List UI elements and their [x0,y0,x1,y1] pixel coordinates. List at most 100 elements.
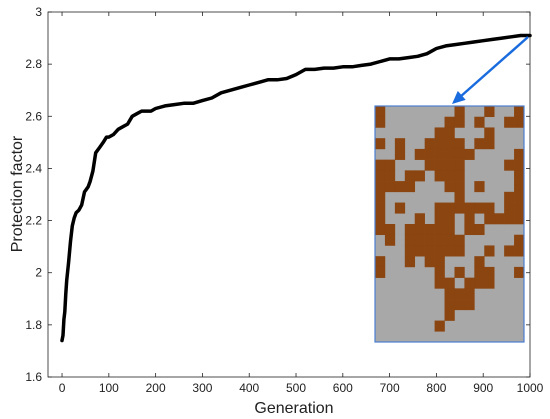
inset-cell [444,202,455,214]
inset-cell [434,127,445,139]
y-tick-label: 2.8 [25,57,42,71]
inset-cell [444,127,455,139]
inset-cell [454,191,465,203]
inset-cell [514,181,525,193]
inset-cell [444,245,455,257]
inset-cell [414,224,425,236]
inset-cell [434,202,445,214]
inset-cell [384,170,396,182]
inset-cell [394,202,406,214]
x-tick-label: 100 [99,381,119,395]
inset-cell [404,234,416,246]
inset-cell [384,159,396,171]
inset-cell [444,234,455,246]
inset-cell [444,148,455,160]
y-tick-label: 2.6 [25,109,42,123]
inset-cell [514,202,525,214]
y-tick-label: 2.2 [25,214,42,228]
inset-cell [434,266,445,278]
inset-cell [444,299,455,311]
inset-cell [394,148,406,160]
inset-cell [454,202,465,214]
inset-cell [434,320,445,332]
inset-border [374,105,525,343]
x-tick-label: 300 [192,381,212,395]
inset-cell [484,106,495,118]
x-tick-label: 0 [59,381,66,395]
inset-cell [444,288,455,300]
inset-cell [424,256,435,268]
inset-cell [474,181,485,193]
inset-cell [424,148,435,160]
inset-cell [444,170,455,182]
inset-cell [424,234,435,246]
inset-cell [454,159,465,171]
x-tick-label: 800 [426,381,446,395]
inset-cell [474,256,485,268]
inset-cell [474,202,485,214]
inset-cell [424,159,435,171]
inset-cell [454,181,465,193]
inset-cell [444,213,455,225]
inset-cell [444,159,455,171]
inset-cell [384,224,396,236]
x-tick-label: 900 [473,381,493,395]
inset-cell [484,138,495,150]
y-axis-label: Protection factor [9,135,26,252]
inset-cell [454,138,465,150]
inset-cell [494,213,505,225]
inset-cell [404,181,416,193]
inset-cell [375,106,386,118]
inset-cell [434,224,445,236]
inset-cell [424,245,435,257]
inset-cell [484,127,495,139]
inset-cell [414,245,425,257]
inset-cell [514,159,525,171]
x-tick-label: 500 [286,381,306,395]
x-axis-label: Generation [254,400,333,417]
inset-cell [454,234,465,246]
inset-cell [474,224,485,236]
inset-cell [375,159,386,171]
inset-cell [384,181,396,193]
inset-cell [514,245,525,257]
x-tick-label: 700 [380,381,400,395]
inset-cell [484,202,495,214]
inset-cell [504,116,515,128]
inset-cell [375,138,386,150]
inset-cell [444,309,455,321]
inset-cell [484,245,495,257]
inset-cell [464,277,475,289]
inset-cell [414,234,425,246]
inset-cell [434,256,445,268]
inset-cell [404,256,416,268]
inset-cell [434,159,445,171]
x-tick-label: 200 [146,381,166,395]
inset-cell [394,181,406,193]
inset-cell [504,213,515,225]
inset-cell [444,224,455,236]
inset-cell [394,138,406,150]
inset-cell [454,170,465,182]
inset-cell [484,277,495,289]
inset-cell [444,138,455,150]
inset-cell [514,106,525,118]
inset-cell [375,256,386,268]
inset-cell [454,116,465,128]
x-tick-label: 600 [333,381,353,395]
annotation-arrow-head [452,90,466,104]
inset-cell [375,224,386,236]
inset-cell [434,234,445,246]
inset-cell [414,148,425,160]
inset-cell [464,299,475,311]
inset-cell [464,213,475,225]
inset-cell [484,213,495,225]
inset-cell [434,138,445,150]
inset-cell [464,288,475,300]
inset-cell [434,245,445,257]
inset-cell [404,245,416,257]
inset-cell [514,213,525,225]
inset-cell [444,277,455,289]
inset-cell [414,213,425,225]
inset-cell [404,224,416,236]
